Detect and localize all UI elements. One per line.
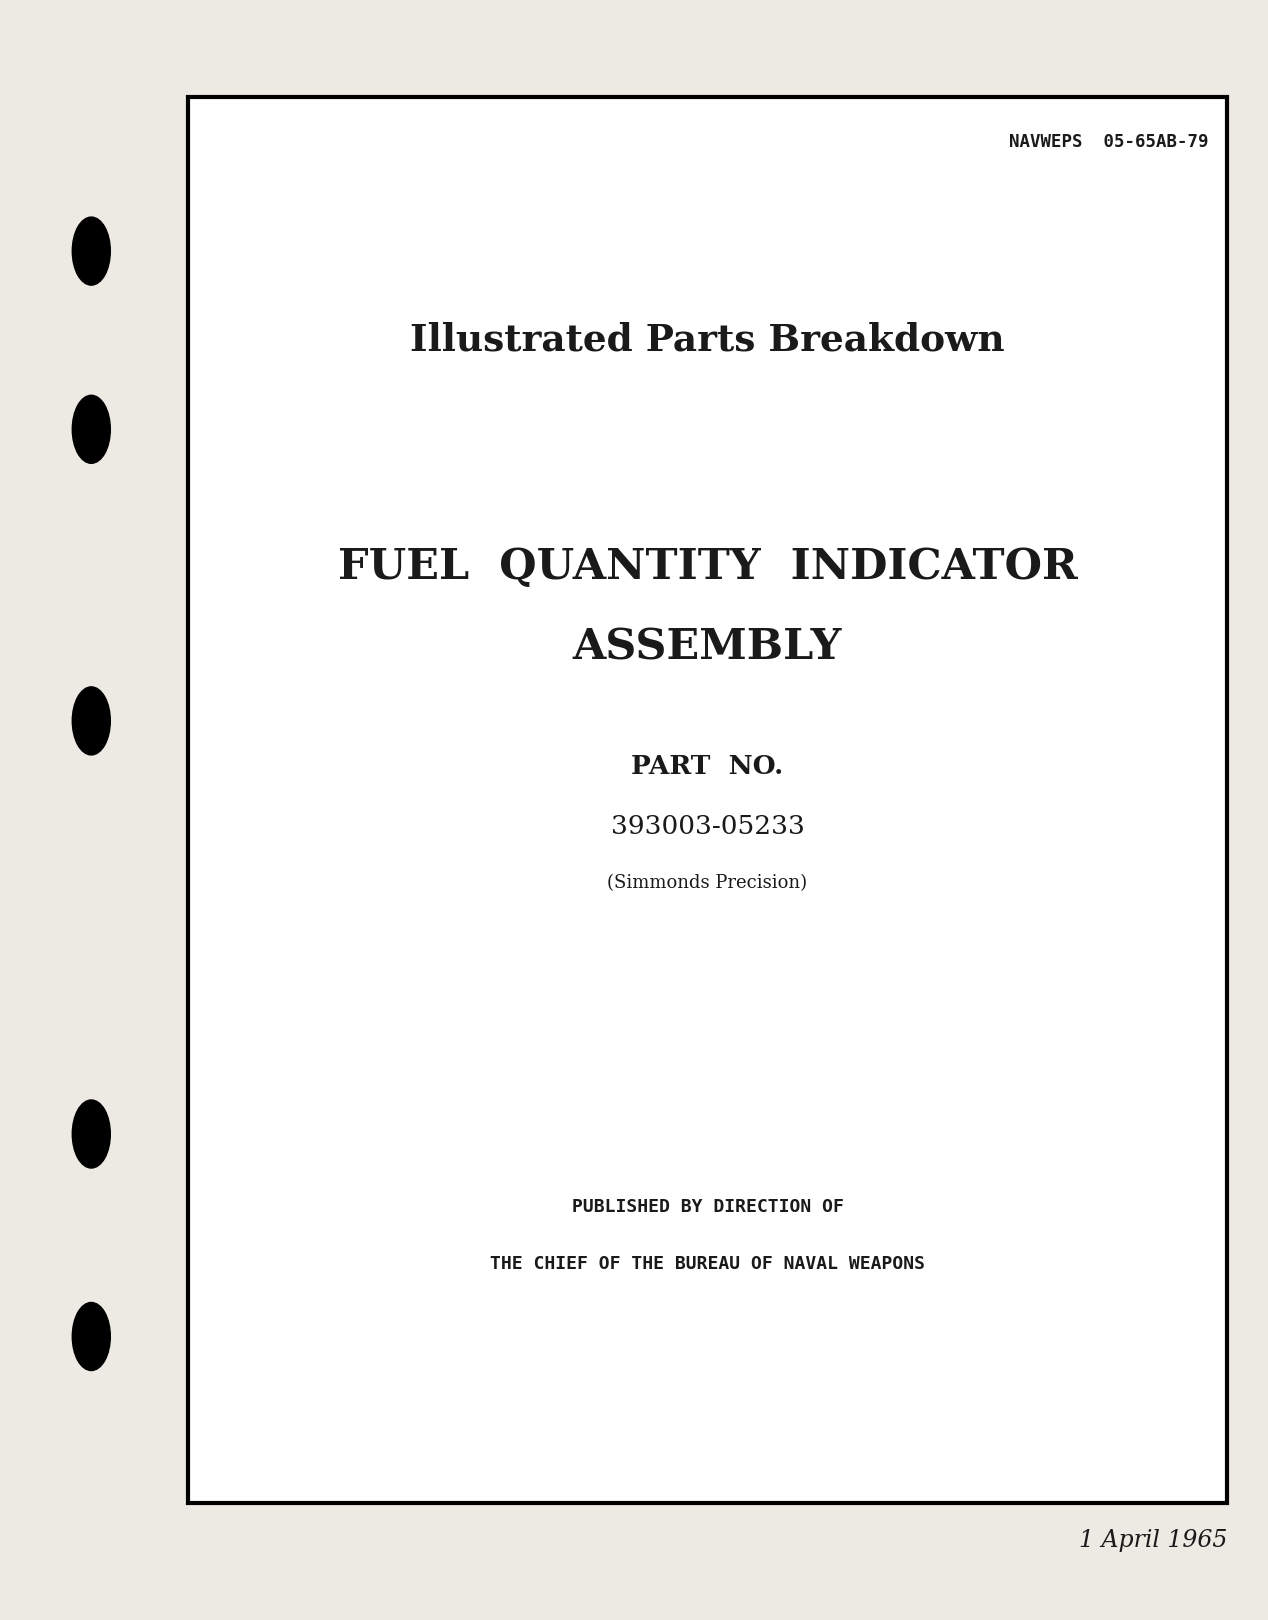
Text: THE CHIEF OF THE BUREAU OF NAVAL WEAPONS: THE CHIEF OF THE BUREAU OF NAVAL WEAPONS (489, 1254, 926, 1273)
Text: FUEL  QUANTITY  INDICATOR: FUEL QUANTITY INDICATOR (337, 546, 1078, 588)
Ellipse shape (72, 1302, 110, 1371)
Ellipse shape (72, 395, 110, 463)
Text: PUBLISHED BY DIRECTION OF: PUBLISHED BY DIRECTION OF (572, 1197, 843, 1217)
Text: 393003-05233: 393003-05233 (611, 813, 804, 839)
Text: (Simmonds Precision): (Simmonds Precision) (607, 873, 808, 893)
Text: Illustrated Parts Breakdown: Illustrated Parts Breakdown (411, 322, 1004, 358)
Bar (188, 97, 1227, 1503)
Ellipse shape (72, 687, 110, 755)
Text: PART  NO.: PART NO. (631, 753, 784, 779)
Text: ASSEMBLY: ASSEMBLY (573, 627, 842, 669)
Text: NAVWEPS  05-65AB-79: NAVWEPS 05-65AB-79 (1009, 133, 1208, 151)
Text: 1 April 1965: 1 April 1965 (1079, 1529, 1227, 1552)
Ellipse shape (72, 1100, 110, 1168)
Ellipse shape (72, 217, 110, 285)
